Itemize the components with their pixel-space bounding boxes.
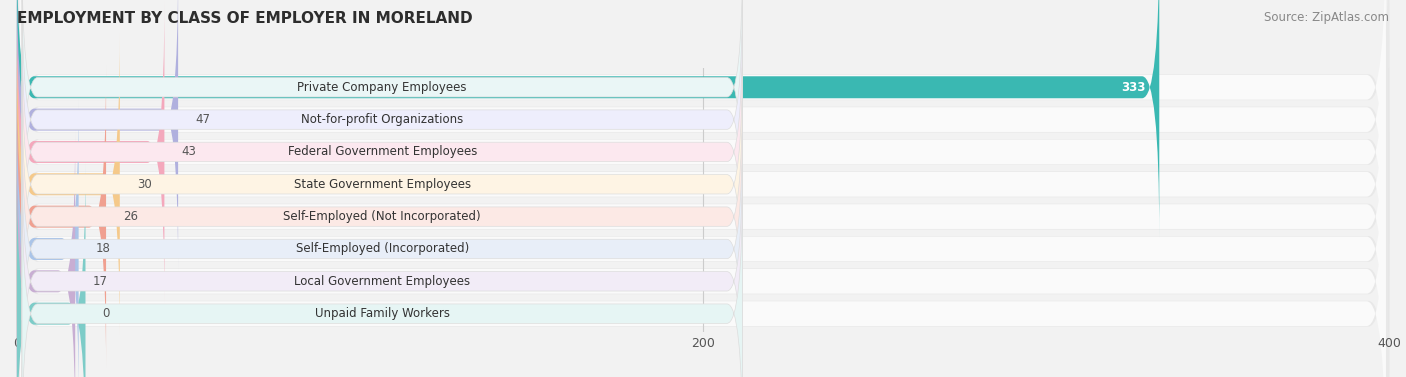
FancyBboxPatch shape: [17, 0, 1160, 238]
Text: 26: 26: [124, 210, 138, 223]
FancyBboxPatch shape: [17, 34, 120, 335]
FancyBboxPatch shape: [20, 116, 1386, 377]
Text: State Government Employees: State Government Employees: [294, 178, 471, 191]
Text: Local Government Employees: Local Government Employees: [294, 275, 470, 288]
Text: Not-for-profit Organizations: Not-for-profit Organizations: [301, 113, 464, 126]
Text: 0: 0: [103, 307, 110, 320]
FancyBboxPatch shape: [22, 178, 742, 377]
FancyBboxPatch shape: [20, 83, 1386, 377]
FancyBboxPatch shape: [20, 0, 1386, 317]
FancyBboxPatch shape: [22, 0, 742, 256]
FancyBboxPatch shape: [17, 98, 79, 377]
Text: Unpaid Family Workers: Unpaid Family Workers: [315, 307, 450, 320]
FancyBboxPatch shape: [22, 113, 742, 377]
FancyBboxPatch shape: [17, 130, 75, 377]
FancyBboxPatch shape: [22, 146, 742, 377]
FancyBboxPatch shape: [17, 68, 1389, 377]
Text: EMPLOYMENT BY CLASS OF EMPLOYER IN MORELAND: EMPLOYMENT BY CLASS OF EMPLOYER IN MOREL…: [17, 11, 472, 26]
FancyBboxPatch shape: [20, 51, 1386, 377]
Text: 43: 43: [181, 146, 197, 158]
FancyBboxPatch shape: [17, 66, 105, 367]
Text: Self-Employed (Incorporated): Self-Employed (Incorporated): [295, 242, 468, 256]
Text: 333: 333: [1121, 81, 1146, 94]
Text: 17: 17: [93, 275, 107, 288]
FancyBboxPatch shape: [20, 0, 1386, 253]
FancyBboxPatch shape: [17, 0, 1389, 268]
Text: Self-Employed (Not Incorporated): Self-Employed (Not Incorporated): [284, 210, 481, 223]
FancyBboxPatch shape: [17, 0, 1389, 301]
FancyBboxPatch shape: [22, 49, 742, 320]
FancyBboxPatch shape: [17, 163, 86, 377]
FancyBboxPatch shape: [17, 35, 1389, 377]
FancyBboxPatch shape: [20, 19, 1386, 350]
Text: Source: ZipAtlas.com: Source: ZipAtlas.com: [1264, 11, 1389, 24]
FancyBboxPatch shape: [17, 0, 1389, 333]
FancyBboxPatch shape: [22, 16, 742, 288]
Text: 18: 18: [96, 242, 111, 256]
Text: 47: 47: [195, 113, 211, 126]
Text: Federal Government Employees: Federal Government Employees: [288, 146, 477, 158]
FancyBboxPatch shape: [17, 133, 1389, 377]
FancyBboxPatch shape: [20, 148, 1386, 377]
FancyBboxPatch shape: [17, 100, 1389, 377]
Text: 30: 30: [136, 178, 152, 191]
FancyBboxPatch shape: [17, 0, 179, 270]
FancyBboxPatch shape: [17, 1, 165, 303]
FancyBboxPatch shape: [22, 81, 742, 352]
Text: Private Company Employees: Private Company Employees: [298, 81, 467, 94]
FancyBboxPatch shape: [17, 3, 1389, 365]
FancyBboxPatch shape: [20, 0, 1386, 285]
FancyBboxPatch shape: [22, 0, 742, 223]
